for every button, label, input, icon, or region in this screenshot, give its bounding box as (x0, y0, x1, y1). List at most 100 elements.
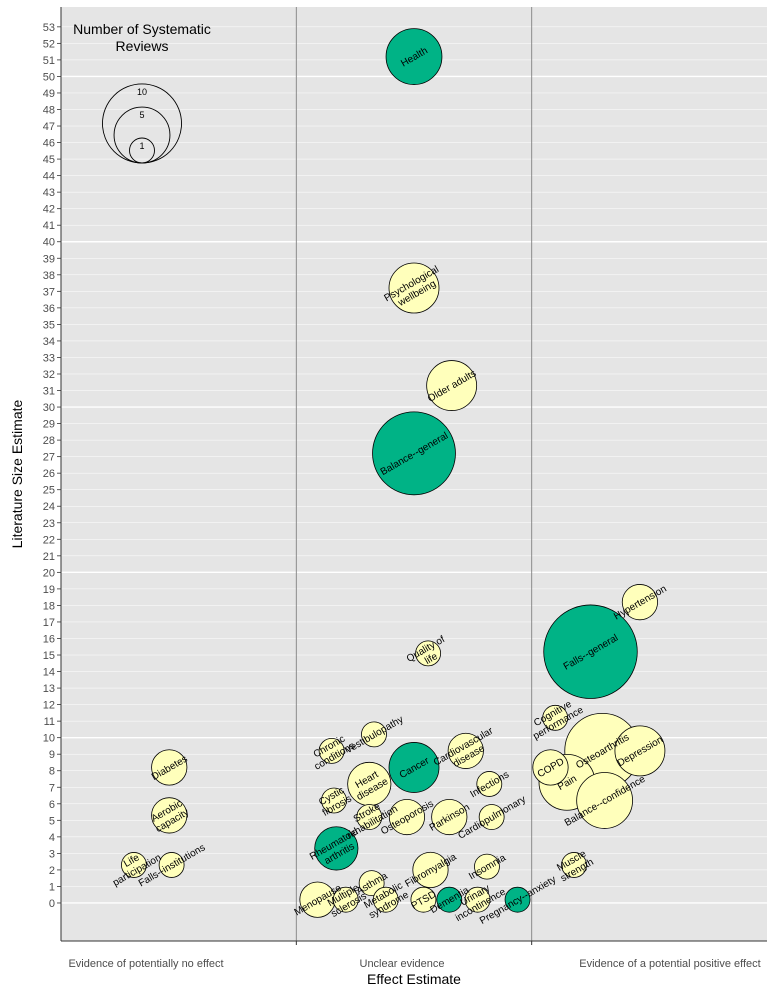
y-tick-label: 2 (49, 865, 55, 877)
y-tick-label: 37 (43, 286, 55, 298)
bubble (474, 853, 500, 880)
bubble (426, 360, 478, 411)
bubble (388, 262, 440, 314)
bubble (621, 584, 658, 621)
y-tick-label: 42 (43, 204, 55, 216)
bubble (372, 886, 399, 913)
y-tick-label: 25 (43, 485, 55, 497)
legend-size-label: 1 (139, 141, 144, 151)
y-tick-label: 51 (43, 55, 55, 67)
bubble (412, 851, 449, 888)
y-tick-label: 26 (43, 468, 55, 480)
bubble (321, 787, 347, 814)
y-tick-label: 14 (43, 667, 55, 679)
bubble (388, 798, 426, 836)
y-tick-label: 17 (43, 617, 55, 629)
bubble (151, 749, 188, 786)
bubble (121, 852, 147, 878)
bubble (388, 742, 440, 793)
legend-size-label: 10 (137, 87, 147, 97)
bubble (314, 826, 359, 871)
y-tick-label: 29 (43, 419, 55, 431)
y-tick-label: 27 (43, 452, 55, 464)
bubble (361, 721, 387, 748)
bubble (542, 704, 569, 731)
legend-title-line-2: Reviews (116, 38, 169, 54)
bubble (436, 886, 463, 913)
y-tick-label: 35 (43, 319, 55, 331)
x-category-label: Evidence of potentially no effect (68, 958, 223, 970)
y-tick-label: 49 (43, 88, 55, 100)
bubble (464, 886, 491, 913)
y-tick-label: 33 (43, 352, 55, 364)
y-tick-label: 34 (43, 336, 55, 348)
bubble (415, 640, 442, 667)
bubble (372, 411, 456, 496)
bubble (358, 870, 385, 897)
bubble (447, 732, 484, 769)
y-tick-label: 19 (43, 584, 55, 596)
y-tick-label: 21 (43, 551, 55, 563)
y-tick-label: 40 (43, 237, 55, 249)
bubble (151, 797, 188, 834)
y-tick-label: 8 (49, 766, 55, 778)
y-tick-label: 16 (43, 633, 55, 645)
y-tick-label: 18 (43, 600, 55, 612)
y-tick-label: 9 (49, 749, 55, 761)
bubble (576, 772, 633, 829)
y-tick-label: 1 (49, 881, 55, 893)
x-category-labels: Evidence of potentially no effect Unclear… (68, 958, 760, 970)
x-category-label: Unclear evidence (360, 958, 445, 970)
y-axis-title: Literature Size Estimate (9, 399, 25, 548)
bubble (318, 737, 345, 764)
y-tick-label: 3 (49, 848, 55, 860)
y-tick-label: 20 (43, 567, 55, 579)
x-category-label: Evidence of a potential positive effect (579, 958, 760, 970)
y-tick-label: 52 (43, 38, 55, 50)
bubble (476, 771, 503, 797)
y-tick-label: 32 (43, 369, 55, 381)
x-axis-title: Effect Estimate (367, 971, 461, 987)
y-tick-label: 5 (49, 815, 55, 827)
bubble (478, 804, 505, 830)
y-tick-label: 38 (43, 270, 55, 282)
y-tick-label: 12 (43, 700, 55, 712)
y-tick-label: 53 (43, 22, 55, 34)
y-tick-label: 10 (43, 733, 55, 745)
bubble (158, 852, 185, 878)
y-tick-label: 24 (43, 501, 55, 513)
y-tick-label: 15 (43, 650, 55, 662)
y-tick-label: 50 (43, 71, 55, 83)
bubble (504, 886, 531, 913)
y-tick-label: 43 (43, 187, 55, 199)
bubble (385, 28, 443, 85)
bubble (614, 725, 666, 777)
bubble (410, 886, 437, 913)
bubble (532, 749, 569, 786)
y-tick-label: 45 (43, 154, 55, 166)
y-tick-label: 48 (43, 104, 55, 116)
y-tick-label: 39 (43, 253, 55, 265)
bubble-label: Chronicconditions (307, 731, 357, 773)
y-tick-label: 13 (43, 683, 55, 695)
y-tick-label: 7 (49, 782, 55, 794)
bubble (332, 886, 359, 913)
y-tick-label: 28 (43, 435, 55, 447)
y-tick-label: 6 (49, 799, 55, 811)
y-tick-label: 41 (43, 220, 55, 232)
y-tick-label: 0 (49, 898, 55, 910)
y-tick-label: 11 (44, 716, 55, 728)
y-tick-label: 30 (43, 402, 55, 414)
bubble (561, 852, 587, 878)
y-tick-labels: 0123456789101112131415161718192021222324… (43, 22, 61, 910)
y-tick-label: 22 (43, 534, 55, 546)
y-tick-label: 23 (43, 518, 55, 530)
bubble (356, 804, 383, 830)
legend-size-label: 5 (139, 110, 144, 120)
y-tick-label: 44 (43, 171, 55, 183)
legend-circle (129, 137, 155, 164)
y-tick-label: 47 (43, 121, 55, 133)
bubble (543, 604, 638, 699)
